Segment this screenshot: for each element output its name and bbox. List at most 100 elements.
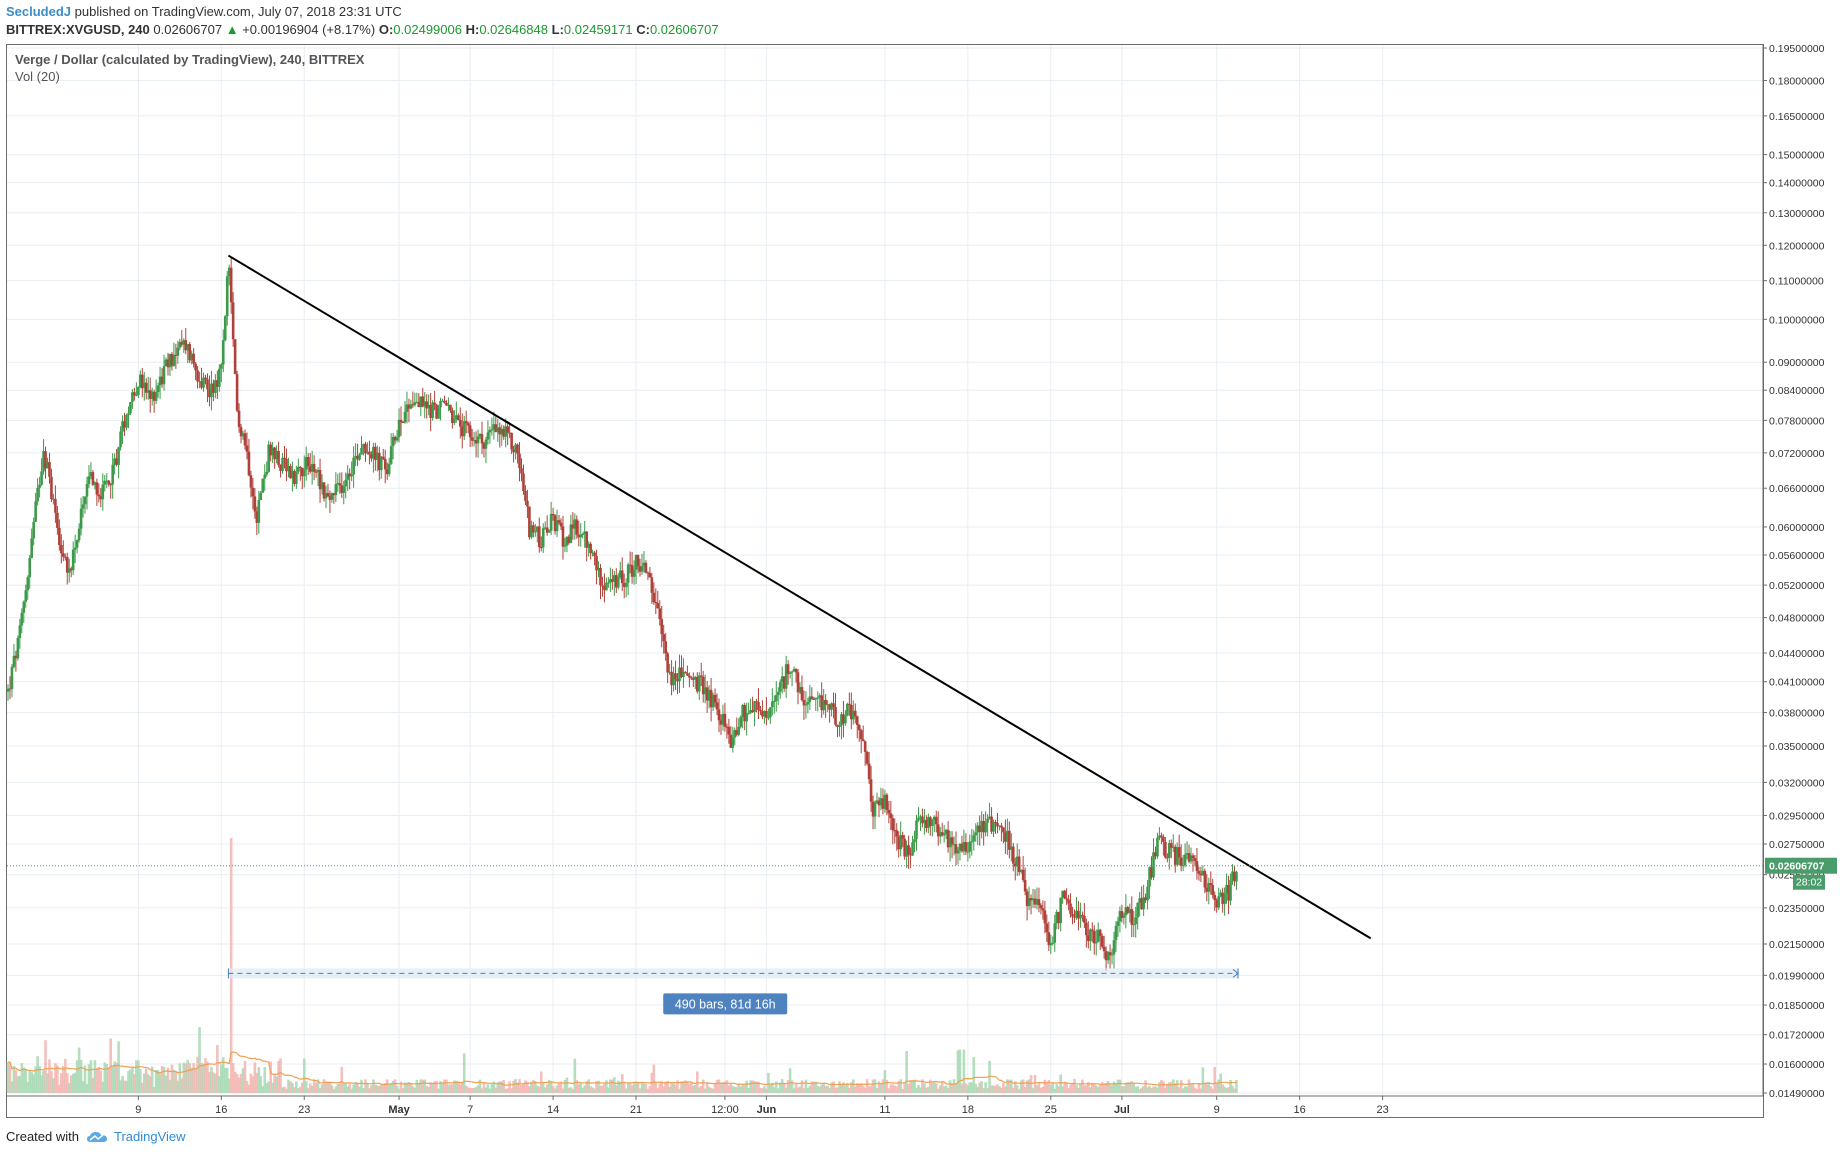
volume-bar	[850, 1082, 853, 1093]
volume-bar	[510, 1088, 513, 1093]
volume-bar	[164, 1075, 168, 1093]
candle-body	[338, 483, 342, 486]
volume-bar	[690, 1081, 693, 1093]
volume-bar	[1171, 1079, 1175, 1093]
candle-body	[60, 544, 63, 554]
volume-bar	[919, 1087, 922, 1093]
volume-legend[interactable]: Vol (20)	[15, 69, 60, 84]
volume-bar	[958, 1049, 962, 1093]
volume-bar	[516, 1082, 519, 1093]
volume-bar	[923, 1083, 926, 1093]
volume-bar	[504, 1088, 507, 1093]
candle-body	[1199, 873, 1203, 876]
volume-bar	[853, 1086, 857, 1093]
volume-bar	[1134, 1086, 1138, 1093]
candle-body	[188, 344, 191, 361]
trendline[interactable]	[227, 254, 1372, 940]
volume-bar	[903, 1082, 906, 1093]
candle-body	[1069, 903, 1072, 914]
candle-body	[352, 457, 355, 475]
volume-bar	[1146, 1087, 1149, 1093]
candle-body	[814, 697, 818, 700]
volume-bar	[279, 1058, 282, 1093]
last-price-label: 0.02606707	[1769, 861, 1825, 873]
candle-body	[75, 540, 79, 548]
volume-bar	[237, 1077, 241, 1093]
volume-bar	[810, 1081, 814, 1093]
candle-body	[1077, 910, 1080, 919]
volume-bar	[1011, 1087, 1015, 1093]
candle-body	[591, 552, 594, 554]
candle-body	[897, 836, 901, 850]
candle-body	[91, 472, 95, 485]
author-link[interactable]: SecludedJ	[6, 4, 72, 19]
volume-bar	[385, 1079, 389, 1093]
candle-body	[946, 829, 950, 848]
candle-body	[376, 452, 379, 460]
volume-bar	[1039, 1087, 1043, 1093]
candle-body	[1162, 836, 1165, 842]
candle-body	[131, 392, 134, 403]
candle-body	[306, 457, 310, 467]
candle-body	[855, 716, 859, 725]
volume-bar	[271, 1082, 274, 1093]
volume-bar	[443, 1079, 446, 1093]
volume-bar	[1142, 1086, 1145, 1093]
volume-bar	[1000, 1087, 1003, 1093]
x-tick-label: 16	[215, 1104, 227, 1116]
volume-bar	[289, 1081, 292, 1093]
candle-body	[609, 579, 612, 583]
high-label: H:	[465, 22, 480, 37]
volume-bar	[306, 1088, 310, 1093]
volume-bar	[668, 1086, 671, 1093]
candle-body	[1189, 855, 1193, 862]
volume-bar	[778, 1082, 782, 1093]
volume-bar	[735, 1087, 739, 1093]
candle-body	[1211, 885, 1215, 896]
volume-bar	[577, 1084, 581, 1093]
volume-bar	[761, 1088, 764, 1093]
volume-bar	[846, 1082, 849, 1093]
candle-body	[220, 364, 223, 369]
candle-body	[688, 675, 691, 678]
tradingview-link[interactable]: TradingView	[113, 1129, 186, 1144]
candle-body	[682, 671, 685, 677]
candle-body	[658, 608, 662, 620]
candle-body	[555, 520, 559, 532]
y-tick-label: 0.10000000	[1769, 314, 1825, 326]
volume-bar	[986, 1088, 989, 1093]
candle-body	[618, 570, 622, 578]
candle-body	[1148, 867, 1151, 887]
volume-bar	[859, 1083, 863, 1093]
volume-bar	[324, 1082, 328, 1093]
candle-body	[421, 396, 425, 407]
volume-bar	[1132, 1082, 1136, 1093]
candle-body	[273, 447, 276, 460]
candle-body	[121, 421, 124, 432]
volume-bar	[601, 1085, 604, 1093]
candle-body	[911, 842, 914, 856]
candle-body	[780, 676, 784, 683]
x-tick-label: 11	[879, 1104, 890, 1116]
candle-body	[794, 669, 798, 673]
candle-body	[810, 696, 814, 699]
volume-bar	[1077, 1088, 1080, 1093]
candle-body	[1197, 871, 1201, 874]
candle-body	[1017, 856, 1021, 872]
candle-body	[1081, 914, 1084, 916]
volume-bar	[1193, 1087, 1197, 1093]
candle-body	[1019, 869, 1023, 872]
volume-bar	[10, 1081, 14, 1093]
volume-bar	[1079, 1084, 1082, 1093]
volume-bar	[407, 1082, 411, 1093]
candle-body	[988, 816, 991, 819]
volume-bar	[62, 1065, 65, 1093]
volume-bar	[299, 1086, 302, 1093]
series-legend[interactable]: Verge / Dollar (calculated by TradingVie…	[15, 52, 365, 67]
candle-body	[1116, 921, 1120, 926]
candle-body	[455, 415, 458, 420]
candle-body	[214, 380, 217, 393]
volume-bar	[1160, 1080, 1163, 1093]
measure-arrow-icon	[1232, 968, 1239, 978]
